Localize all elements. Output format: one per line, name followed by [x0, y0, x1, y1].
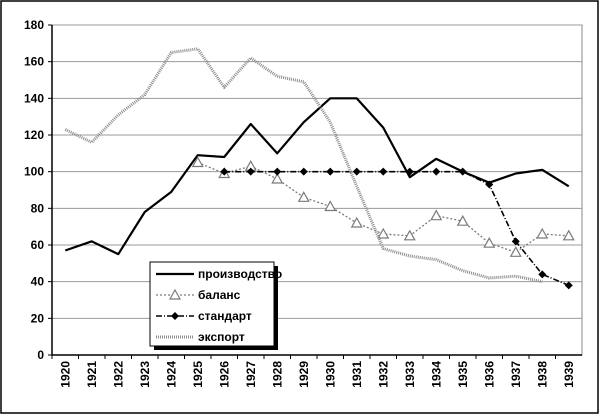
series-line — [64, 47, 543, 284]
marker — [326, 167, 335, 176]
x-tick-label: 1931 — [350, 361, 364, 388]
y-tick-label: 140 — [24, 91, 44, 105]
marker — [171, 312, 179, 320]
legend-label: экспорт — [198, 330, 245, 344]
series-line — [224, 170, 570, 287]
y-tick-label: 40 — [31, 275, 45, 289]
marker — [352, 167, 361, 176]
y-tick-label: 120 — [24, 128, 44, 142]
y-tick-label: 60 — [31, 238, 45, 252]
marker — [403, 229, 416, 241]
x-tick-label: 1936 — [482, 361, 496, 388]
marker — [536, 227, 549, 239]
y-tick-label: 0 — [37, 348, 44, 362]
x-tick-label: 1921 — [85, 361, 99, 388]
x-tick-label: 1934 — [429, 361, 443, 388]
x-tick-label: 1933 — [403, 361, 417, 388]
series-line — [64, 97, 570, 256]
marker — [538, 270, 547, 279]
marker — [511, 237, 520, 246]
x-tick-label: 1930 — [323, 361, 337, 388]
y-tick-label: 80 — [31, 201, 45, 215]
x-tick-label: 1939 — [562, 361, 576, 388]
marker — [432, 167, 441, 176]
x-tick-label: 1928 — [270, 361, 284, 388]
marker — [509, 246, 522, 257]
x-tick-label: 1922 — [111, 361, 125, 388]
marker — [271, 172, 284, 184]
marker — [485, 180, 494, 189]
marker — [456, 214, 469, 226]
marker — [297, 191, 310, 202]
x-tick-label: 1937 — [509, 361, 523, 388]
x-tick-label: 1924 — [164, 361, 178, 388]
x-tick-label: 1926 — [217, 361, 231, 388]
x-tick-label: 1935 — [456, 361, 470, 388]
legend-box — [149, 261, 275, 347]
x-tick-label: 1920 — [58, 361, 72, 388]
marker — [350, 216, 363, 228]
marker — [324, 200, 337, 212]
legend: производство баланс стандарт экспорт — [149, 261, 282, 350]
x-tick-label: 1923 — [138, 361, 152, 388]
marker — [405, 167, 414, 176]
marker — [191, 156, 204, 168]
legend-label: производство — [198, 267, 282, 281]
marker — [377, 227, 390, 239]
marker — [458, 167, 467, 176]
x-tick-label: 1929 — [297, 361, 311, 388]
marker — [564, 281, 573, 290]
y-tick-label: 100 — [24, 165, 44, 179]
marker — [273, 167, 282, 176]
marker — [379, 167, 388, 176]
marker — [246, 167, 255, 176]
legend-label: стандарт — [198, 309, 252, 323]
x-tick-label: 1938 — [535, 361, 549, 388]
x-tick-label: 1932 — [376, 361, 390, 388]
x-tick-label: 1925 — [191, 361, 205, 388]
plot-area — [51, 24, 583, 356]
marker — [562, 229, 575, 241]
y-tick-label: 180 — [24, 18, 44, 32]
marker — [168, 288, 182, 300]
x-tick-label: 1927 — [244, 361, 258, 388]
y-tick-label: 160 — [24, 55, 44, 69]
y-tick-label: 20 — [31, 311, 45, 325]
marker — [483, 236, 496, 248]
legend-label: баланс — [198, 288, 241, 302]
marker — [430, 209, 443, 221]
marker — [299, 167, 308, 176]
marker — [220, 167, 229, 176]
